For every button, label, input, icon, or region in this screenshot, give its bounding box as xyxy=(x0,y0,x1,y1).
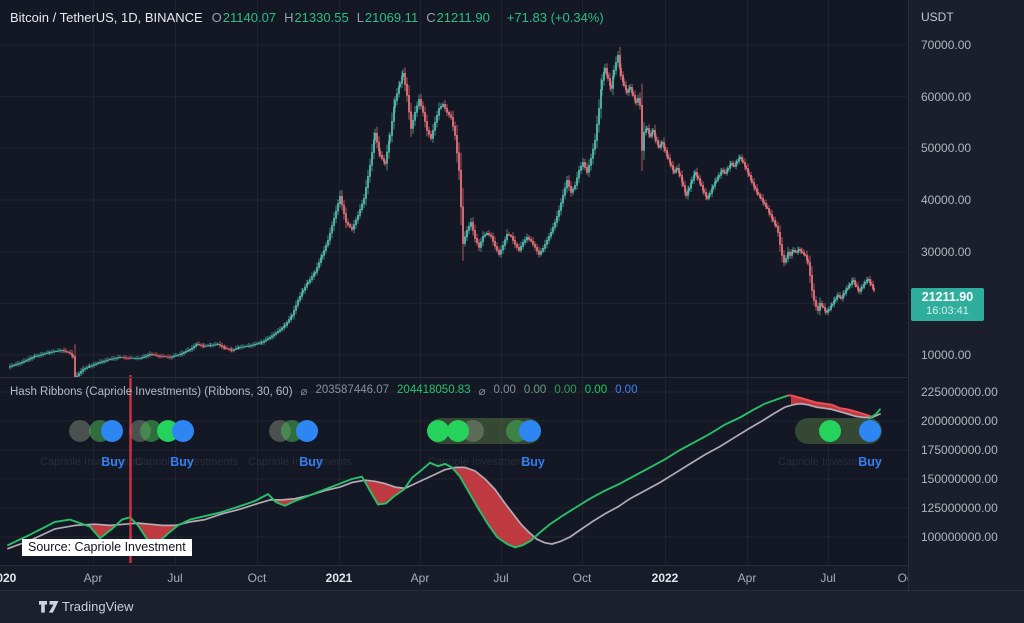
price-axis-tick: 50000.00 xyxy=(921,141,972,156)
ohlc-l-value: 21069.11 xyxy=(364,10,419,25)
buy-signal-dim-circle[interactable] xyxy=(69,420,91,442)
watermark-text: Capriole Investments xyxy=(135,456,239,468)
buy-signal-label: Buy xyxy=(170,455,194,469)
watermark-text: Capriole Investments xyxy=(248,456,352,468)
watermark-text: Capriole Investments xyxy=(778,456,882,468)
last-price-time: 16:03:41 xyxy=(926,305,969,317)
time-axis-label: Apr xyxy=(737,571,757,585)
time-axis-label: Jul xyxy=(820,571,836,585)
price-axis-tick: 40000.00 xyxy=(921,193,972,207)
last-price-value: 21211.90 xyxy=(921,290,974,304)
time-axis-label: 2021 xyxy=(325,571,353,585)
time-axis-label: Oct xyxy=(897,571,908,585)
watermark-text: Capriole Investments xyxy=(428,456,532,468)
buy-signal-green-circle[interactable] xyxy=(447,420,469,442)
indicator-axis-tick: 175000000.00 xyxy=(921,443,998,457)
ohlc-c-value: 21211.90 xyxy=(436,10,490,25)
indicator-value-5: 0.00 xyxy=(523,384,547,396)
buy-signal-blue-circle[interactable] xyxy=(101,420,123,442)
indicator-axis-tick: 150000000.00 xyxy=(921,472,998,486)
price-axis-tick: 70000.00 xyxy=(921,38,972,52)
buy-signal-blue-circle[interactable] xyxy=(859,420,881,442)
price-axis[interactable]: USDT 21211.90 16:03:41 70000.00 60000.00 5… xyxy=(908,0,1024,590)
buy-signal-green-circle[interactable] xyxy=(819,420,841,442)
time-axis-label: Apr xyxy=(83,571,103,585)
axis-currency-label: USDT xyxy=(921,10,954,24)
indicator-values: ⌀ 203587446.07 204418050.83 ⌀ 0.00 0.00 0.00 0.… xyxy=(301,384,638,398)
time-axis-label: 2022 xyxy=(651,571,679,585)
time-axis[interactable]: 2020 Apr Jul Oct 2021 Apr Jul Oct 2022 Apr Jul Oct xyxy=(0,565,908,590)
price-axis-tick: 10000.00 xyxy=(921,347,972,362)
indicator-axis-tick: 100000000.00 xyxy=(921,530,998,544)
time-axis-label: Jul xyxy=(167,571,183,585)
price-change: +71.83 (+0.34%) xyxy=(506,10,604,25)
indicator-value-0: ⌀ xyxy=(300,386,308,398)
indicator-value-1: 203587446.07 xyxy=(315,384,390,396)
ohlc-c-label: C xyxy=(426,10,436,25)
price-axis-tick: 60000.00 xyxy=(921,89,972,104)
indicator-title[interactable]: Hash Ribbons (Capriole Investments) (Rib… xyxy=(10,386,293,398)
time-axis-label: Oct xyxy=(572,571,592,585)
time-axis-label: Jul xyxy=(493,571,509,585)
buy-signal-green-circle[interactable] xyxy=(427,420,449,442)
ohlc-o-value: 21140.07 xyxy=(222,10,277,25)
indicator-value-8: 0.00 xyxy=(615,384,638,396)
indicator-header: Hash Ribbons (Capriole Investments) (Rib… xyxy=(10,384,637,398)
indicator-axis-tick: 225000000.00 xyxy=(921,385,998,399)
time-axis-label: 2020 xyxy=(0,571,17,585)
buy-signal-blue-circle[interactable] xyxy=(519,420,541,442)
buy-signal-blue-circle[interactable] xyxy=(172,420,194,442)
ohlc-h-label: H xyxy=(284,10,294,25)
indicator-value-2: 204418050.83 xyxy=(397,384,471,396)
ohlc-o-label: O xyxy=(211,10,222,25)
indicator-value-7: 0.00 xyxy=(584,384,608,396)
last-price-badge: 21211.90 16:03:41 xyxy=(911,288,984,321)
buy-signal-blue-circle[interactable] xyxy=(296,420,318,442)
tradingview-logo-icon[interactable] xyxy=(38,599,60,615)
buy-signal-dimgreen-circle[interactable] xyxy=(140,420,162,442)
indicator-value-4: 0.00 xyxy=(493,384,516,396)
buy-signal-label: Buy xyxy=(858,455,882,469)
indicator-value-6: 0.00 xyxy=(554,384,577,396)
indicator-value-3: ⌀ xyxy=(478,386,486,398)
watermark-text: Capriole Investments xyxy=(40,456,144,468)
buy-signal-label: Buy xyxy=(101,455,125,469)
footer-bar: TradingView xyxy=(0,590,1024,623)
indicator-axis-tick: 125000000.00 xyxy=(921,501,998,515)
buy-signal-label: Buy xyxy=(521,455,545,469)
source-label: Source: Capriole Investment xyxy=(22,539,192,556)
symbol-title[interactable]: Bitcoin / TetherUS, 1D, BINANCE xyxy=(10,10,203,25)
indicator-axis-tick: 200000000.00 xyxy=(921,414,998,428)
ohlc-h-value: 21330.55 xyxy=(294,10,349,25)
price-axis-tick: 30000.00 xyxy=(921,244,972,259)
ohlc-l-label: L xyxy=(356,10,364,25)
ohlc-values: O21140.07 H21330.55 L21069.11 C21211.90 xyxy=(212,10,498,25)
symbol-header: Bitcoin / TetherUS, 1D, BINANCE O21140.0… xyxy=(10,10,604,25)
time-axis-label: Apr xyxy=(410,571,430,585)
tradingview-brand[interactable]: TradingView xyxy=(62,599,134,614)
buy-signal-label: Buy xyxy=(299,455,323,469)
time-axis-label: Oct xyxy=(247,571,267,585)
